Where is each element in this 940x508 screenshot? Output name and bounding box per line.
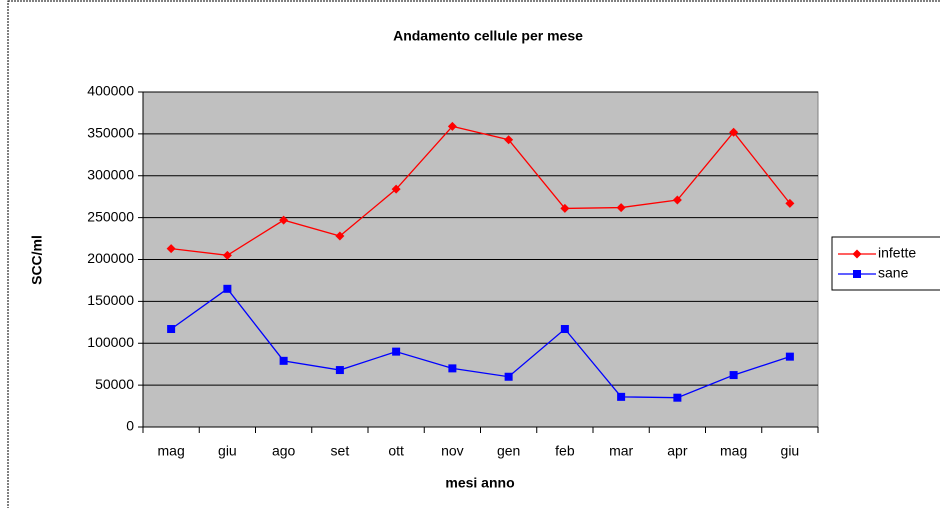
marker: [560, 203, 570, 213]
x-tick-label: gen: [497, 443, 520, 459]
marker: [166, 244, 176, 254]
series-line: [170, 287, 791, 399]
marker: [335, 231, 345, 241]
marker: [504, 135, 514, 145]
legend-marker: [852, 249, 862, 259]
marker: [504, 372, 513, 381]
marker: [729, 127, 739, 137]
legend-marker: [853, 270, 861, 278]
x-tick-label: mar: [609, 443, 633, 459]
marker: [448, 364, 457, 373]
x-tick-label: giu: [781, 443, 800, 459]
marker: [167, 325, 176, 334]
y-tick-label: 400000: [87, 83, 134, 99]
x-axis-label: mesi anno: [445, 475, 514, 491]
marker: [392, 347, 401, 356]
marker: [335, 366, 344, 375]
marker: [729, 371, 738, 380]
y-tick-label: 100000: [87, 334, 134, 350]
marker: [279, 215, 289, 225]
y-tick-label: 250000: [87, 208, 134, 224]
legend-label: infette: [878, 245, 916, 261]
marker: [391, 184, 401, 194]
x-tick-label: ago: [272, 443, 296, 459]
marker: [672, 195, 682, 205]
x-tick-label: set: [331, 443, 350, 459]
x-tick-label: mag: [720, 443, 747, 459]
marker: [222, 250, 232, 260]
x-tick-label: nov: [441, 443, 464, 459]
marker: [785, 352, 794, 361]
marker: [223, 284, 232, 293]
y-tick-label: 350000: [87, 125, 134, 141]
y-tick-label: 0: [126, 418, 134, 434]
marker: [617, 392, 626, 401]
marker: [447, 121, 457, 131]
y-tick-label: 50000: [95, 376, 134, 392]
chart-title: Andamento cellule per mese: [393, 28, 583, 44]
y-tick-label: 150000: [87, 292, 134, 308]
marker: [616, 203, 626, 213]
y-tick-label: 300000: [87, 166, 134, 182]
marker: [673, 393, 682, 402]
legend-label: sane: [878, 265, 909, 281]
marker: [785, 198, 795, 208]
legend: [831, 236, 940, 291]
x-tick-label: apr: [667, 443, 688, 459]
x-tick-label: ott: [388, 443, 404, 459]
y-tick-label: 200000: [87, 250, 134, 266]
y-axis-label: SCC/ml: [29, 235, 45, 285]
x-tick-label: mag: [158, 443, 185, 459]
x-tick-label: feb: [555, 443, 575, 459]
marker: [279, 356, 288, 365]
x-tick-label: giu: [218, 443, 237, 459]
series-line: [171, 125, 791, 256]
marker: [560, 325, 569, 334]
